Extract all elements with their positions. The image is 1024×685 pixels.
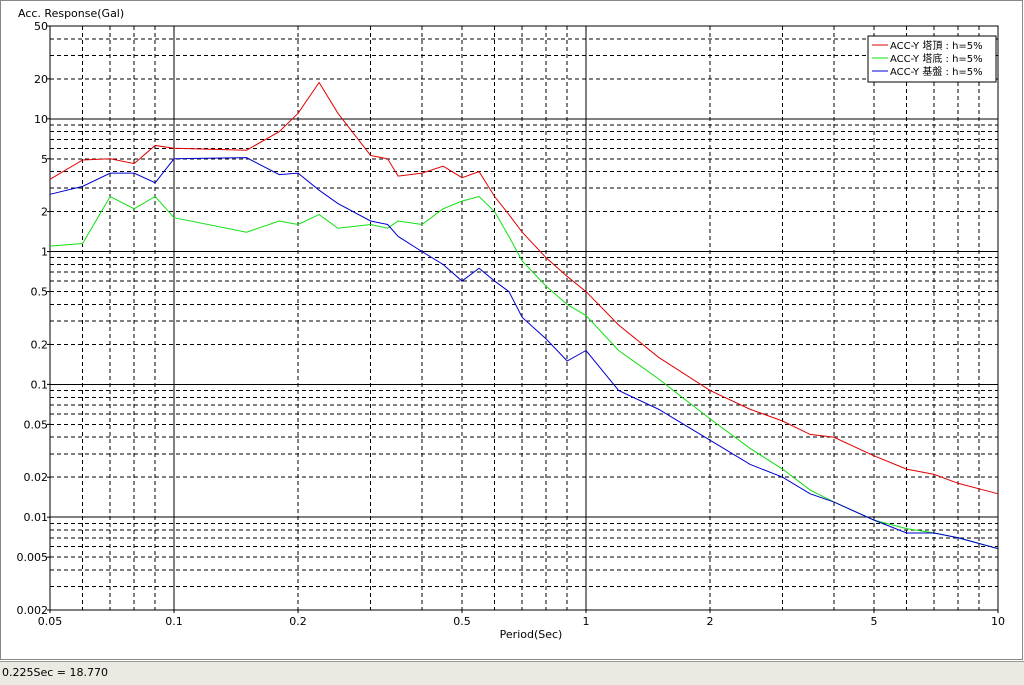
x-tick-label: 2 bbox=[707, 615, 714, 628]
x-tick-label: 0.2 bbox=[289, 615, 307, 628]
x-tick-label: 0.1 bbox=[165, 615, 183, 628]
y-tick-label: 10 bbox=[34, 113, 48, 126]
x-tick-label: 0.05 bbox=[38, 615, 63, 628]
x-tick-label: 5 bbox=[870, 615, 877, 628]
y-tick-label: 1 bbox=[41, 246, 48, 259]
y-tick-label: 0.002 bbox=[17, 604, 49, 617]
x-tick-label: 0.5 bbox=[453, 615, 471, 628]
y-tick-label: 0.005 bbox=[17, 551, 49, 564]
data-line bbox=[49, 157, 999, 550]
x-tick-label: 1 bbox=[583, 615, 590, 628]
status-bar: 0.225Sec = 18.770 bbox=[0, 661, 1024, 685]
y-tick-label: 50 bbox=[34, 20, 48, 33]
legend-box bbox=[867, 35, 997, 83]
x-axis-label: Period(Sec) bbox=[500, 628, 563, 641]
legend-label: ACC-Y 塔頂 : h=5% bbox=[890, 39, 983, 52]
y-tick-label: 2 bbox=[41, 206, 48, 219]
chart: Acc. Response(Gal) Period(Sec) 0.05 0.1 0.… bbox=[0, 0, 1023, 660]
legend-label: ACC-Y 塔底 : h=5% bbox=[890, 52, 983, 65]
y-tick-label: 0.1 bbox=[31, 378, 49, 391]
y-tick-label: 5 bbox=[41, 153, 48, 166]
y-tick-label: 20 bbox=[34, 73, 48, 86]
y-tick-label: 0.02 bbox=[24, 471, 49, 484]
data-line bbox=[49, 81, 999, 495]
y-tick-label: 0.01 bbox=[24, 511, 49, 524]
y-tick-label: 0.5 bbox=[31, 286, 49, 299]
legend-label: ACC-Y 基盤 : h=5% bbox=[890, 65, 983, 78]
plot-frame bbox=[49, 25, 999, 611]
data-line bbox=[49, 195, 999, 550]
y-tick-label: 0.05 bbox=[24, 418, 49, 431]
window-frame bbox=[0, 0, 1023, 660]
x-tick-label: 10 bbox=[991, 615, 1005, 628]
y-tick-label: 0.2 bbox=[31, 338, 49, 351]
chart-title: Acc. Response(Gal) bbox=[18, 7, 124, 20]
